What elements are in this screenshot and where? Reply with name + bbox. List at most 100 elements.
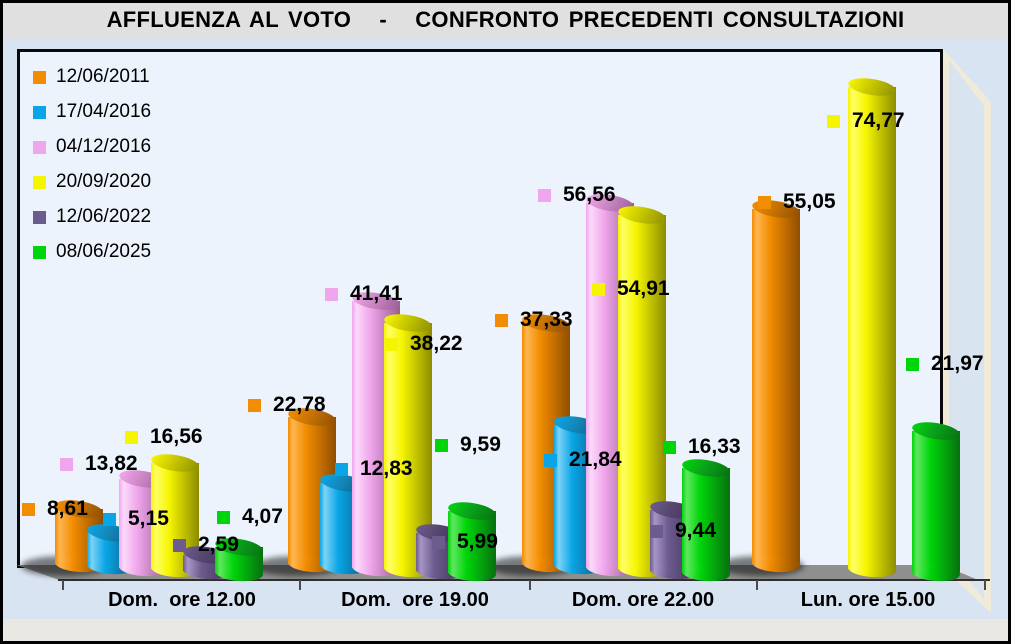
value-label-text: 4,07 [242,505,283,528]
legend-label: 08/06/2025 [56,241,152,262]
value-label-text: 37,33 [520,308,573,331]
chart-title: AFFLUENZA AL VOTO - CONFRONTO PRECEDENTI… [106,7,905,32]
value-label-swatch [544,453,557,467]
legend-label: 17/04/2016 [56,101,152,122]
value-label-swatch [495,313,508,327]
value-label-text: 16,33 [688,435,741,458]
value-label: 12,83 [335,456,413,482]
value-label-swatch [906,357,919,371]
value-label: 9,44 [650,518,716,544]
value-label-swatch [435,438,448,452]
value-label-swatch [217,510,230,524]
value-label-text: 21,97 [931,352,984,375]
bottom-strip [0,619,1011,641]
value-label-text: 9,44 [675,519,716,542]
value-label-text: 2,59 [198,533,239,556]
legend-item: 12/06/2022 [33,206,151,228]
bar-cylinder-body [448,511,496,573]
value-label: 4,07 [217,504,283,530]
value-label-text: 9,59 [460,433,501,456]
value-label-text: 74,77 [852,109,905,132]
value-label: 16,56 [125,424,203,450]
value-label-text: 56,56 [563,183,616,206]
legend-swatch [33,70,46,84]
value-label-swatch [432,535,445,549]
value-label-swatch [60,457,73,471]
value-label-text: 54,91 [617,277,670,300]
legend-label: 04/12/2016 [56,136,152,157]
legend-item: 04/12/2016 [33,136,151,158]
value-label-text: 16,56 [150,425,203,448]
value-label-text: 5,99 [457,530,498,553]
value-label-swatch [538,188,551,202]
bar-cylinder-body [752,208,800,564]
value-label: 9,59 [435,432,501,458]
value-label-swatch [663,440,676,454]
x-axis-category-label: Lun. ore 15.00 [800,589,936,611]
legend-swatch [33,210,46,224]
bar-cylinder [751,197,801,574]
value-label-swatch [592,282,605,296]
value-label: 74,77 [827,108,905,134]
value-label: 54,91 [592,276,670,302]
bar-cylinder [447,499,497,583]
legend-label: 20/09/2020 [56,171,152,192]
value-label-swatch [650,524,663,538]
value-label: 38,22 [385,331,463,357]
legend-item: 12/06/2011 [33,66,151,88]
value-label: 2,59 [173,532,239,558]
legend-label: 12/06/2011 [56,66,150,87]
x-axis-category-label: Dom. ore 19.00 [341,589,489,611]
bar-cylinder [681,456,731,583]
value-label-text: 41,41 [350,282,403,305]
value-label: 37,33 [495,307,573,333]
value-label-text: 8,61 [47,497,88,520]
legend: 12/06/2011 17/04/2016 04/12/2016 20/09/2020… [33,66,151,276]
value-label-text: 55,05 [783,190,836,213]
bar-cylinder-body [682,467,730,573]
legend-swatch [33,175,46,189]
value-label: 16,33 [663,434,741,460]
legend-label: 12/06/2022 [56,206,152,227]
title-band: AFFLUENZA AL VOTO - CONFRONTO PRECEDENTI… [0,0,1011,40]
value-label: 21,84 [544,447,622,473]
value-label: 41,41 [325,281,403,307]
value-label-swatch [173,538,186,552]
value-label-swatch [103,512,116,526]
value-label-swatch [335,462,348,476]
x-axis-category-label: Dom. ore 22.00 [571,589,715,611]
value-label-swatch [385,337,398,351]
value-label-text: 12,83 [360,457,413,480]
legend-swatch [33,245,46,259]
value-label-swatch [325,287,338,301]
value-label-text: 38,22 [410,332,463,355]
value-label-swatch [125,430,138,444]
value-label: 5,15 [103,506,169,532]
value-label: 55,05 [758,189,836,215]
value-label-swatch [22,502,35,516]
value-label-text: 5,15 [128,507,169,530]
legend-item: 20/09/2020 [33,171,151,193]
bar-cylinder-body [848,87,896,570]
value-label: 13,82 [60,451,138,477]
legend-item: 08/06/2025 [33,241,151,263]
value-label-swatch [248,398,261,412]
value-label-text: 21,84 [569,448,622,471]
value-label: 8,61 [22,496,88,522]
value-label: 21,97 [906,351,984,377]
value-label-text: 13,82 [85,452,138,475]
value-label-swatch [827,114,840,128]
value-label-text: 22,78 [273,393,326,416]
legend-swatch [33,105,46,119]
x-axis-category-label: Dom. ore 12.00 [108,589,256,611]
value-label: 22,78 [248,392,326,418]
value-label: 56,56 [538,182,616,208]
bar-cylinder [847,75,897,580]
value-label-swatch [758,195,771,209]
value-label: 5,99 [432,529,498,555]
legend-swatch [33,140,46,154]
legend-item: 17/04/2016 [33,101,151,123]
